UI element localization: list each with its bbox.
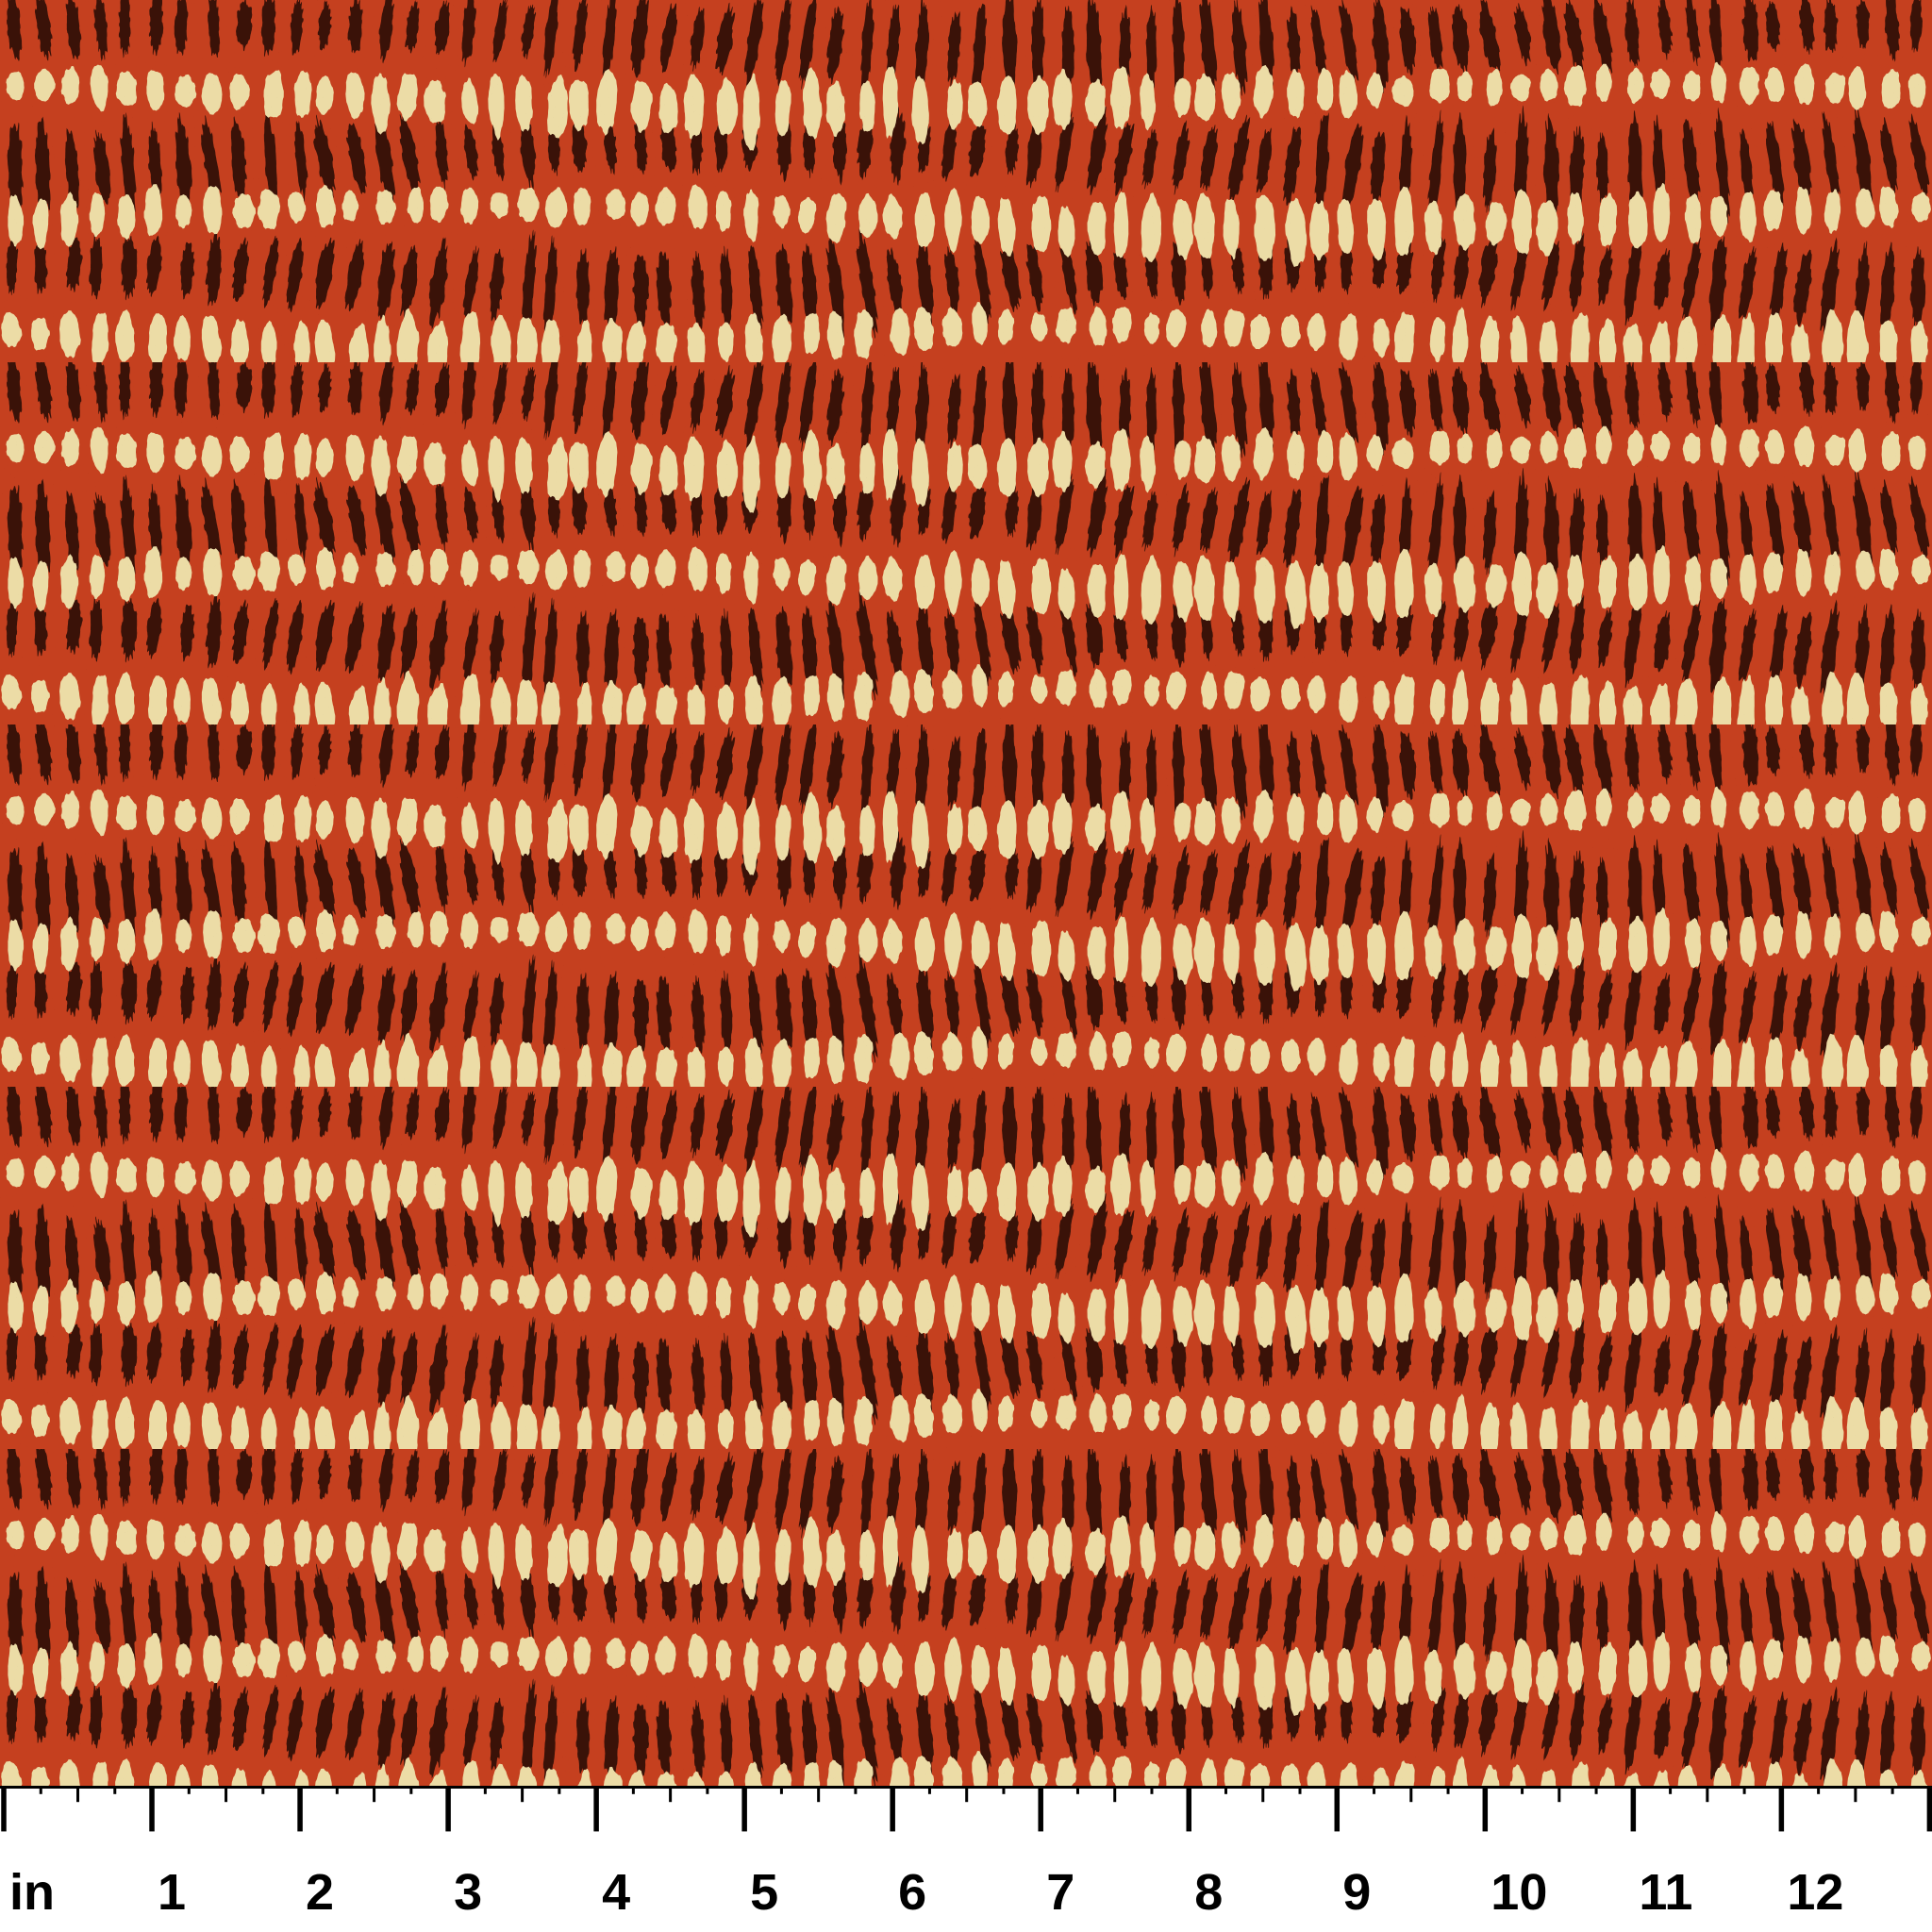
svg-text:5: 5 <box>750 1864 778 1921</box>
svg-text:6: 6 <box>898 1864 926 1921</box>
svg-text:in: in <box>9 1864 55 1921</box>
svg-text:4: 4 <box>602 1864 630 1921</box>
svg-text:11: 11 <box>1639 1864 1692 1921</box>
svg-text:7: 7 <box>1046 1864 1074 1921</box>
svg-text:9: 9 <box>1342 1864 1371 1921</box>
svg-text:8: 8 <box>1194 1864 1223 1921</box>
svg-text:2: 2 <box>306 1864 334 1921</box>
svg-text:12: 12 <box>1787 1864 1843 1921</box>
svg-text:10: 10 <box>1491 1864 1547 1921</box>
svg-text:1: 1 <box>158 1864 186 1921</box>
svg-text:3: 3 <box>454 1864 482 1921</box>
